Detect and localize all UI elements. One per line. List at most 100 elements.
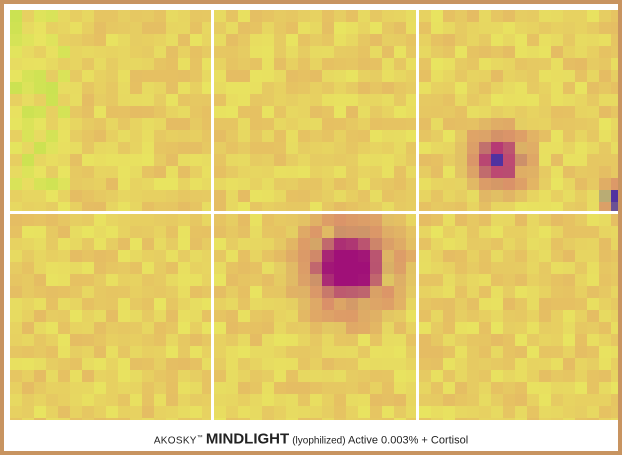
pixel [599,58,611,70]
pixel [563,370,575,382]
pixel [563,274,575,286]
pixel [106,58,118,70]
pixel [322,22,334,34]
pixel [539,238,551,250]
pixel [154,154,166,166]
pixel [443,370,455,382]
pixel [70,322,82,334]
pixel [563,286,575,298]
pixel [262,154,274,166]
pixel [599,166,611,178]
pixel [274,346,286,358]
pixel [178,370,190,382]
pixel [370,226,382,238]
pixel [563,130,575,142]
pixel [142,334,154,346]
pixel [130,274,142,286]
pixel [587,58,599,70]
pixel [190,214,202,226]
pixel [250,214,262,226]
pixel [214,394,226,406]
pixel [587,94,599,106]
pixel [262,10,274,22]
pixel [250,202,262,211]
pixel [310,10,322,22]
pixel [563,226,575,238]
pixel [479,166,491,178]
pixel [10,394,22,406]
pixel [611,202,618,211]
pixel [382,118,394,130]
pixel [214,94,226,106]
pixel [214,118,226,130]
pixel [34,418,46,420]
pixel [58,130,70,142]
pixel [22,250,34,262]
pixel [310,166,322,178]
pixel [611,106,618,118]
pixel [455,106,467,118]
pixel [358,370,370,382]
pixel [527,214,539,226]
pixel [611,166,618,178]
pixel [370,310,382,322]
pixel [46,130,58,142]
pixel [370,46,382,58]
pixel [358,274,370,286]
pixel [226,118,238,130]
pixel [587,46,599,58]
pixel [334,58,346,70]
pixel [455,214,467,226]
pixel [611,286,618,298]
pixel [154,334,166,346]
pixel [46,118,58,130]
pixel [274,226,286,238]
pixel [599,394,611,406]
pixel [479,382,491,394]
pixel [467,214,479,226]
pixel [34,130,46,142]
pixel [611,358,618,370]
pixel [130,70,142,82]
pixel [515,346,527,358]
pixel [358,58,370,70]
pixel [539,94,551,106]
pixel [394,82,406,94]
pixel [503,346,515,358]
pixel [70,106,82,118]
pixel [431,202,443,211]
pixel [238,202,250,211]
pixel [358,82,370,94]
pixel [334,94,346,106]
pixel [515,34,527,46]
pixel [515,58,527,70]
pixel [58,370,70,382]
pixel [479,262,491,274]
pixel [106,190,118,202]
pixel [406,154,416,166]
pixel [611,118,618,130]
pixel [94,178,106,190]
pixel [491,418,503,420]
pixel [22,34,34,46]
pixel [166,250,178,262]
pixel [226,22,238,34]
pixel [286,250,298,262]
pixel [467,10,479,22]
pixel [310,58,322,70]
pixel [575,298,587,310]
pixel [587,286,599,298]
pixel [503,226,515,238]
pixel [563,382,575,394]
pixel [527,238,539,250]
pixel [551,154,563,166]
pixel [539,166,551,178]
pixel [515,382,527,394]
pixel [10,214,22,226]
pixel [455,358,467,370]
pixel [310,322,322,334]
pixel [82,34,94,46]
pixel [358,190,370,202]
pixel [419,118,431,130]
pixel [214,226,226,238]
